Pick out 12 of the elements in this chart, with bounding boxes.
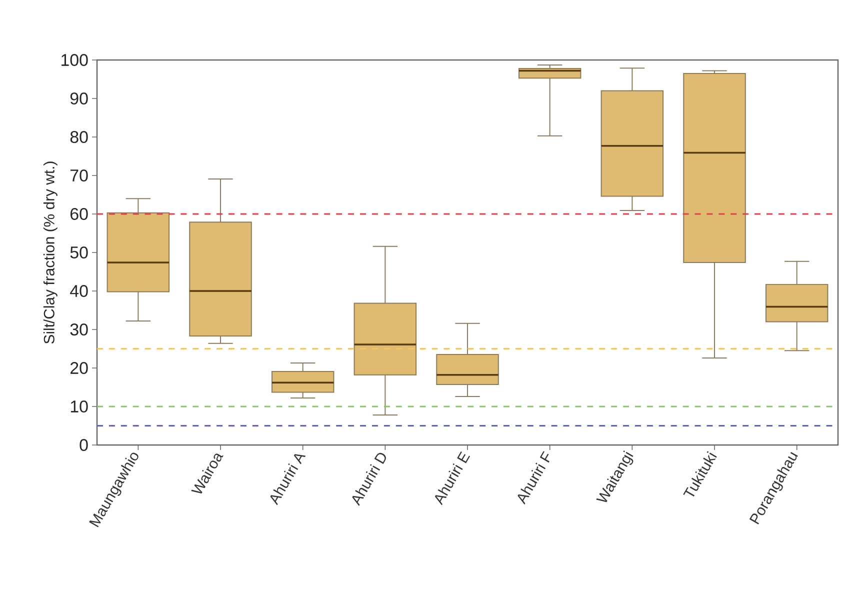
- y-tick-label: 20: [70, 362, 88, 374]
- y-tick-label: 60: [70, 208, 88, 220]
- y-tick-label: 70: [70, 169, 88, 182]
- y-tick-label: 90: [70, 92, 88, 104]
- y-tick-label: 0: [80, 438, 88, 451]
- y-tick-label: 50: [70, 246, 88, 258]
- y-tick-label: 100: [62, 54, 88, 66]
- y-tick-label: 30: [70, 323, 88, 336]
- y-axis-title: Silt/Clay fraction (% dry wt.): [43, 162, 58, 344]
- y-tick-label: 40: [70, 284, 88, 297]
- y-tick-label: 80: [70, 130, 88, 143]
- y-tick-label: 10: [70, 400, 88, 412]
